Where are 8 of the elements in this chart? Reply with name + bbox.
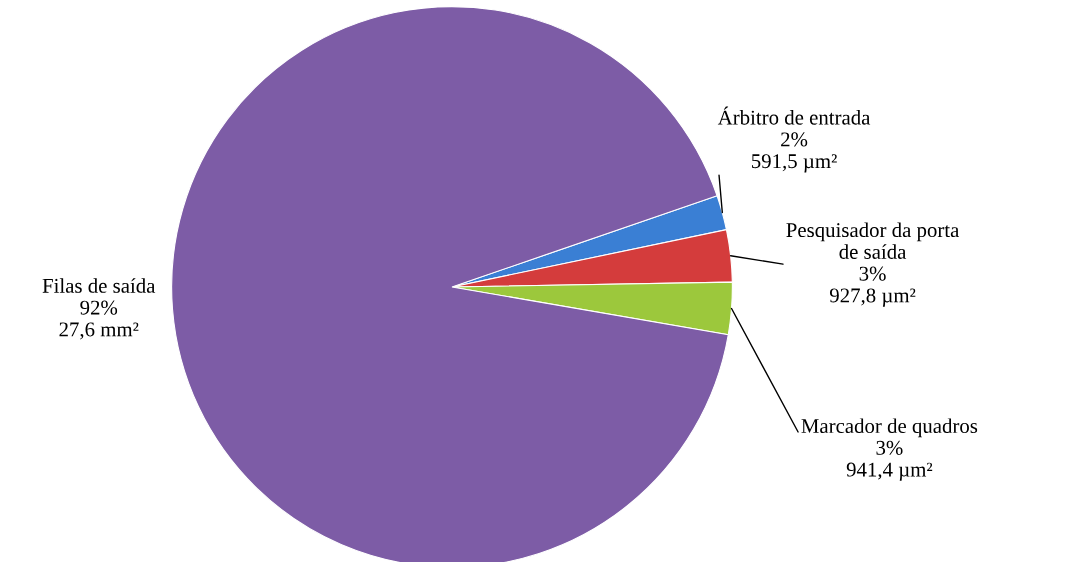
data-label: 92% 27,6 mm² — [59, 300, 139, 340]
slice-label: Filas de saída — [42, 278, 156, 293]
slice-label: Pesquisador da porta de saída — [786, 222, 960, 259]
slice-label: Árbitro de entrada — [717, 106, 871, 125]
data-label: 3% 927,8 µm² — [829, 266, 916, 307]
slice-label: Marcador de quadros — [801, 418, 978, 438]
data-label: 3% 941,4 µm² — [846, 440, 933, 481]
data-label: 2% 591,5 µm² — [752, 132, 837, 173]
